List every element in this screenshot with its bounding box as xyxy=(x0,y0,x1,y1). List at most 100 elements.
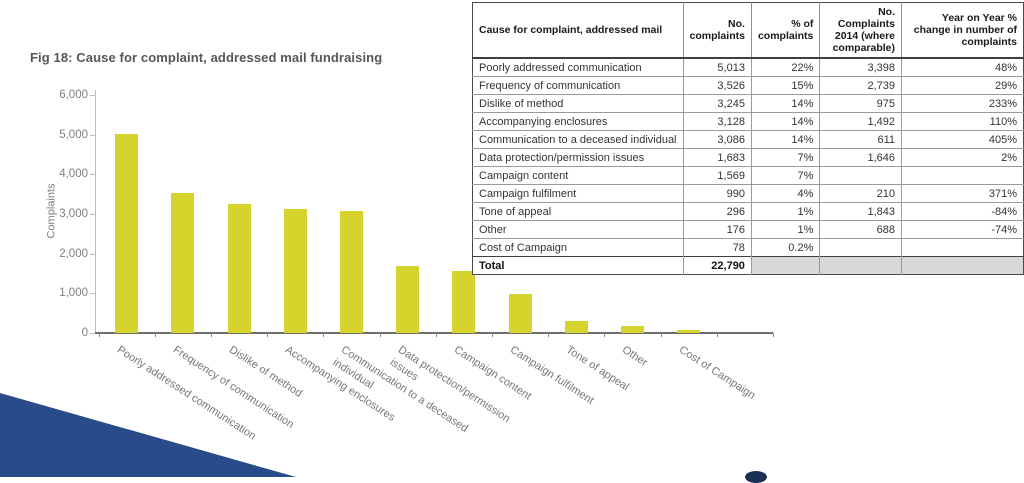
y-axis-tick-label: 6,000 xyxy=(59,89,88,101)
cell-value: 14% xyxy=(750,112,820,131)
cell-value: 405% xyxy=(901,130,1024,149)
cell-value: 1,492 xyxy=(819,112,902,131)
cell-value: 2,739 xyxy=(819,76,902,95)
table-total-row: Total 22,790 xyxy=(472,256,1024,275)
total-value xyxy=(819,256,902,275)
table-row: Other 176 1% 688 -74% xyxy=(472,220,1024,239)
table-row: Data protection/permission issues 1,683 7%… xyxy=(472,148,1024,167)
x-axis-tick xyxy=(154,333,156,337)
cell-value: 233% xyxy=(901,94,1024,113)
bar-5 xyxy=(339,210,363,333)
bar-11 xyxy=(677,329,701,333)
table-row: Poorly addressed communication 5,013 22% 3,… xyxy=(472,57,1024,77)
cell-cause: Tone of appeal xyxy=(472,202,684,221)
total-label: Total xyxy=(472,256,684,275)
total-value xyxy=(901,256,1024,275)
cell-cause: Frequency of communication xyxy=(472,76,684,95)
cell-value: 1,646 xyxy=(819,148,902,167)
cell-value: 3,245 xyxy=(682,94,752,113)
x-axis-tick xyxy=(548,333,550,337)
y-axis-tick-label: 4,000 xyxy=(59,168,88,181)
cell-value: 210 xyxy=(819,184,902,203)
y-axis-tick xyxy=(90,293,95,295)
table-row: Campaign content 1,569 7% xyxy=(472,166,1024,185)
y-axis-tick-label: 2,000 xyxy=(59,247,88,260)
cell-value: 14% xyxy=(750,130,820,149)
x-axis-tick xyxy=(98,333,100,337)
bar-8 xyxy=(508,293,532,333)
cell-value: 296 xyxy=(682,202,752,221)
cell-value: 110% xyxy=(901,112,1024,131)
y-axis-tick-label: 5,000 xyxy=(59,128,88,141)
x-axis-category-label: Cost of Campaign xyxy=(675,343,757,404)
cell-value: 0.2% xyxy=(750,238,820,257)
cell-value: 5,013 xyxy=(682,57,752,77)
cell-value: 22% xyxy=(750,57,820,77)
cell-value: 4% xyxy=(750,184,820,203)
table-header-col4: No. Complaints 2014 (where comparable) xyxy=(819,2,902,59)
cell-value: 3,526 xyxy=(682,76,752,95)
corner-triangle-decoration xyxy=(0,393,296,477)
cell-value: 3,128 xyxy=(682,112,752,131)
x-axis-tick xyxy=(660,333,662,337)
x-axis-tick xyxy=(379,333,381,337)
table-row: Communication to a deceased individual 3,… xyxy=(472,130,1024,149)
total-value: 22,790 xyxy=(682,256,752,275)
cell-value: 176 xyxy=(682,220,752,239)
x-axis-label-line: Cost of Campaign xyxy=(676,343,757,402)
cell-cause: Cost of Campaign xyxy=(472,238,684,257)
cell-value: 15% xyxy=(750,76,820,95)
cell-value: 688 xyxy=(819,220,902,239)
bar-3 xyxy=(227,204,251,333)
cell-cause: Other xyxy=(472,220,684,239)
cell-cause: Communication to a deceased individual xyxy=(472,130,684,149)
x-axis-tick xyxy=(604,333,606,337)
cell-value: 1% xyxy=(750,202,820,221)
table-row: Dislike of method 3,245 14% 975 233% xyxy=(472,94,1024,113)
total-value xyxy=(750,256,820,275)
cell-cause: Data protection/permission issues xyxy=(472,148,684,167)
complaints-table: Cause for complaint, addressed mail No. c… xyxy=(472,2,1024,275)
y-axis-tick xyxy=(90,134,95,136)
y-axis-tick-label: 3,000 xyxy=(59,208,88,220)
table-header-col1: Cause for complaint, addressed mail xyxy=(472,2,684,59)
cell-value: -84% xyxy=(901,202,1024,221)
x-axis-tick xyxy=(491,333,493,337)
cell-cause: Campaign content xyxy=(472,166,684,185)
table-row: Campaign fulfilment 990 4% 210 371% xyxy=(472,184,1024,203)
table-row: Tone of appeal 296 1% 1,843 -84% xyxy=(472,202,1024,221)
bar-6 xyxy=(396,266,420,333)
x-axis-tick xyxy=(435,333,437,337)
cell-cause: Poorly addressed communication xyxy=(472,57,684,77)
table-header-col2: No. complaints xyxy=(682,2,752,59)
bar-7 xyxy=(452,270,476,333)
cell-value: 3,398 xyxy=(819,57,902,77)
table-header-col3: % of complaints xyxy=(750,2,820,59)
cell-value: 990 xyxy=(682,184,752,203)
cell-value: 2% xyxy=(901,148,1024,167)
cell-cause: Campaign fulfilment xyxy=(472,184,684,203)
cell-value: 975 xyxy=(819,94,902,113)
cell-value: 371% xyxy=(901,184,1024,203)
cell-value: 1,569 xyxy=(682,166,752,185)
x-axis-tick xyxy=(267,333,269,337)
y-axis-tick-label: 1,000 xyxy=(59,287,88,300)
y-axis-tick xyxy=(90,333,95,334)
cell-cause: Dislike of method xyxy=(472,94,684,113)
cell-value: 7% xyxy=(750,166,820,185)
cell-value: 1,843 xyxy=(819,202,902,221)
cell-value xyxy=(819,166,902,185)
bar-2 xyxy=(171,193,195,333)
cell-value: 14% xyxy=(750,94,820,113)
x-axis-line xyxy=(95,332,773,334)
cell-value: 1,683 xyxy=(682,148,752,167)
table-row: Accompanying enclosures 3,128 14% 1,492 110% xyxy=(472,112,1024,131)
x-axis-category-label: Other xyxy=(619,343,650,371)
x-axis-label-line: Other xyxy=(620,343,650,369)
x-axis-tick xyxy=(323,333,325,337)
x-axis-tick xyxy=(772,333,774,337)
bar-9 xyxy=(564,321,588,333)
table-header-col5: Year on Year % change in number of compl… xyxy=(901,2,1024,59)
y-axis-tick xyxy=(90,95,95,96)
